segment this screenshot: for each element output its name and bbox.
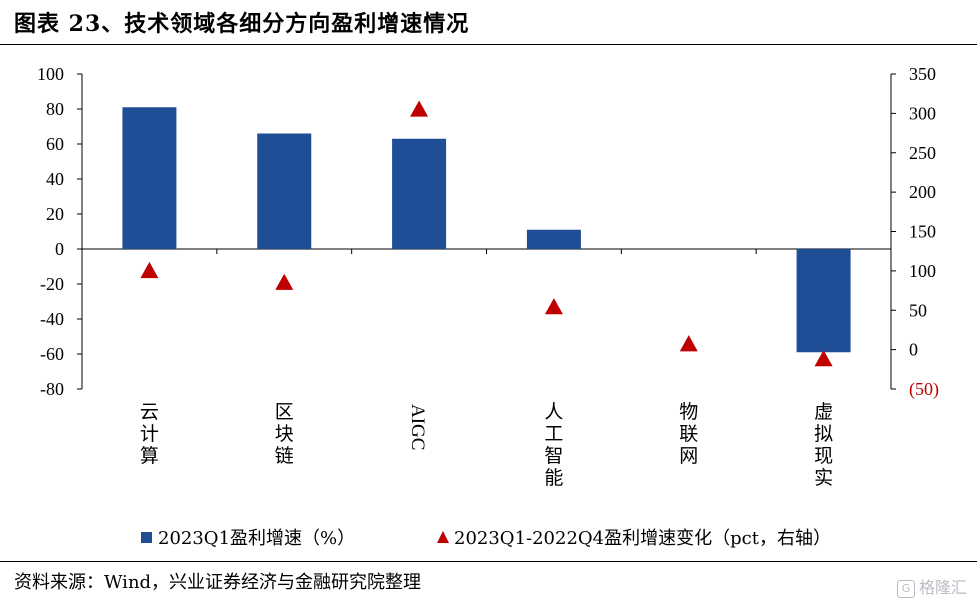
right-tick-label: 250: [909, 143, 936, 163]
source-note: 资料来源：Wind，兴业证券经济与金融研究院整理: [14, 572, 422, 593]
bar-series: [122, 107, 851, 353]
left-tick-label: 20: [46, 204, 64, 224]
right-tick-label: 50: [909, 300, 927, 320]
triangle-marker: [410, 100, 429, 117]
watermark-logo-icon: G: [896, 579, 915, 598]
left-tick-label: -80: [40, 379, 64, 399]
left-tick-label: -20: [40, 274, 64, 294]
marker-series: [140, 100, 833, 367]
right-tick-label: 200: [909, 182, 936, 202]
page-title: 图表 23、技术领域各细分方向盈利增速情况: [14, 11, 470, 37]
right-tick-label: 300: [909, 103, 936, 123]
category-label: 云计算: [140, 401, 159, 467]
right-tick-label: (50): [909, 379, 939, 400]
category-label: 人工智能: [544, 401, 563, 489]
left-tick-label: 40: [46, 169, 64, 189]
legend-bar-label: 2023Q1盈利增速（%）: [158, 528, 355, 549]
title-rule: [0, 44, 977, 45]
right-axis-ticks: 350 300 250 200 150 100 50 0 (50): [891, 64, 939, 400]
triangle-marker: [275, 273, 294, 290]
legend-bar-swatch: [141, 532, 152, 543]
left-tick-label: 60: [46, 134, 64, 154]
bar: [392, 138, 447, 249]
left-tick-label: -40: [40, 309, 64, 329]
category-label: 虚拟现实: [814, 401, 833, 489]
left-tick-label: 100: [37, 64, 64, 84]
bar: [526, 229, 581, 249]
category-label: 区块链: [275, 401, 294, 467]
watermark-text: 格隆汇: [918, 578, 967, 597]
category-label: 物联网: [679, 401, 698, 467]
bar: [796, 249, 851, 353]
triangle-marker: [814, 350, 833, 367]
triangle-marker: [679, 335, 698, 352]
left-tick-label: 80: [46, 99, 64, 119]
left-tick-label: 0: [55, 239, 64, 259]
bar: [257, 133, 312, 249]
triangle-marker: [140, 261, 159, 279]
legend: 2023Q1盈利增速（%） 2023Q1-2022Q4盈利增速变化（pct，右轴）: [141, 528, 831, 549]
chart-axes: [81, 74, 892, 389]
right-tick-label: 100: [909, 261, 936, 281]
watermark: G 格隆汇: [896, 574, 967, 598]
right-tick-label: 350: [909, 64, 936, 84]
left-tick-label: -60: [40, 344, 64, 364]
category-labels: 云计算 区块链 AIGC 人工智能 物联网 虚拟现实: [140, 401, 833, 489]
right-tick-label: 0: [909, 340, 918, 360]
legend-triangle-label: 2023Q1-2022Q4盈利增速变化（pct，右轴）: [454, 528, 831, 549]
category-label: AIGC: [407, 404, 428, 450]
legend-triangle-swatch: [437, 531, 449, 543]
right-tick-label: 150: [909, 222, 936, 242]
bar: [122, 107, 177, 249]
source-rule: [0, 561, 977, 562]
left-axis-ticks: 100 80 60 40 20 0 -20 -40 -60 -80: [37, 64, 82, 399]
triangle-marker: [544, 298, 563, 315]
